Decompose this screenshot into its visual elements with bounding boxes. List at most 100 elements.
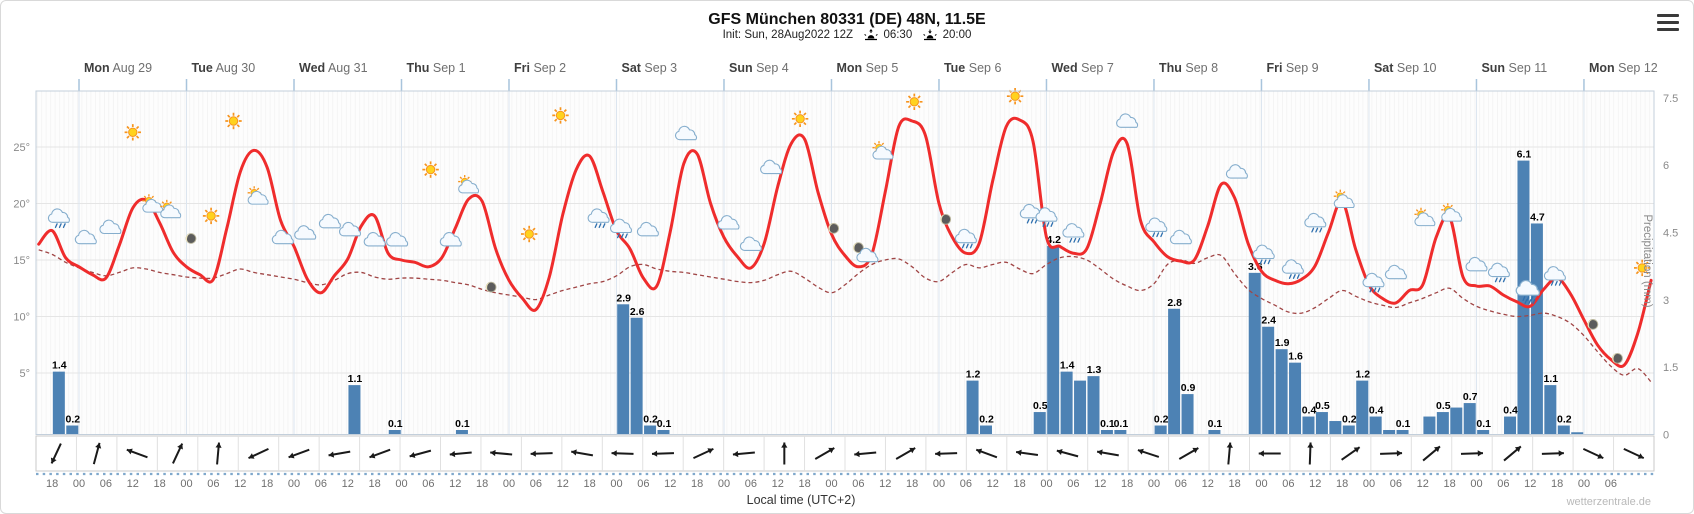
precip-bar <box>1315 412 1328 435</box>
precipitation-axis-label: Precipitation (mm) <box>1641 214 1653 308</box>
hour-label: 12 <box>664 478 676 490</box>
cloud-shape <box>458 179 480 194</box>
day-label: Tue Aug 30 <box>192 61 256 75</box>
rain-drop <box>1267 259 1271 265</box>
cloud-icon <box>739 236 762 251</box>
hour-label: 12 <box>449 478 461 490</box>
hour-label: 12 <box>879 478 891 490</box>
rain-drop <box>1311 227 1315 233</box>
precip-bar-label: 1.1 <box>348 373 363 385</box>
hour-label: 12 <box>342 478 354 490</box>
cloud-shape <box>142 198 164 213</box>
cloud-shape <box>1035 207 1058 222</box>
rain-drop <box>1259 259 1263 265</box>
rain-drop <box>616 233 620 239</box>
precip-bar-label: 0.2 <box>65 414 80 426</box>
cloud-shape <box>1225 164 1248 179</box>
hour-label: 00 <box>288 478 300 490</box>
wind-arrow <box>611 450 634 457</box>
wind-arrow <box>1178 447 1199 460</box>
cloud-shape <box>1384 264 1407 280</box>
wind-arrow <box>935 450 958 457</box>
wind-arrow <box>50 443 62 464</box>
temp-tick-label: 20° <box>13 199 30 211</box>
cloud-shape <box>363 232 386 247</box>
wind-arrow <box>814 447 835 460</box>
rain-icon <box>47 208 70 229</box>
cloud-shape <box>247 190 269 205</box>
init-text: Init: Sun, 28Aug2022 12Z <box>722 29 854 41</box>
hour-label: 00 <box>933 478 945 490</box>
suncloud-icon <box>1414 207 1436 227</box>
precip-bar <box>1450 407 1463 435</box>
precip-bar <box>455 430 468 435</box>
rain-icon <box>587 208 610 229</box>
rain-drop <box>1030 218 1034 224</box>
day-label: Sun Sep 11 <box>1481 61 1547 75</box>
hour-label: 06 <box>1605 478 1617 490</box>
precip-bar-label: 0.9 <box>1181 382 1196 394</box>
cloud-shape <box>1145 217 1168 232</box>
precip-bar-label: 1.2 <box>966 369 981 381</box>
precip-bar-label: 0.5 <box>1436 400 1451 412</box>
wind-arrow <box>651 450 675 457</box>
precip-bar <box>388 430 401 435</box>
cloud-icon <box>318 213 341 229</box>
wind-arrow <box>1422 445 1441 462</box>
rain-drop <box>1494 277 1498 283</box>
cloud-icon <box>439 232 462 247</box>
rain-drop <box>1319 227 1323 233</box>
rain-drop <box>1502 277 1506 283</box>
cloud-shape <box>856 247 879 263</box>
day-label: Wed Aug 31 <box>299 61 368 75</box>
rain-drop <box>62 223 66 229</box>
menu-icon[interactable] <box>1657 14 1679 32</box>
precip-bar <box>1356 380 1369 435</box>
cloud-shape <box>1116 113 1139 128</box>
precip-bar <box>1383 430 1396 435</box>
rain-drop <box>1373 287 1377 293</box>
hour-label: 00 <box>825 478 837 490</box>
hour-label: 06 <box>422 478 434 490</box>
hour-label: 18 <box>1443 478 1455 490</box>
cloud-icon <box>338 221 361 237</box>
day-label: Mon Sep 12 <box>1589 61 1658 75</box>
precip-bar <box>1114 430 1127 435</box>
moon-icon <box>185 233 197 244</box>
rain-drop <box>1369 287 1373 293</box>
cloud-shape <box>760 159 783 175</box>
precip-bar <box>1275 349 1288 435</box>
rain-drop <box>1160 232 1164 238</box>
hour-label: 00 <box>1040 478 1052 490</box>
cloud-shape <box>1543 266 1566 281</box>
cloud-icon <box>1169 229 1192 245</box>
hour-label: 06 <box>530 478 542 490</box>
precip-tick-label: 7.5 <box>1663 93 1678 105</box>
wind-arrow <box>92 442 102 465</box>
hour-label: 00 <box>503 478 515 490</box>
precip-bar-label: 1.4 <box>1060 360 1075 372</box>
hour-label: 12 <box>1094 478 1106 490</box>
precip-bar <box>1463 403 1476 435</box>
wind-arrow <box>248 447 269 460</box>
rain-drop <box>54 223 58 229</box>
cloud-icon <box>856 247 879 263</box>
precip-bar <box>630 317 643 435</box>
sun-shape <box>202 207 220 225</box>
rain-drop <box>620 233 624 239</box>
dewpoint-line <box>38 249 1652 383</box>
cloud-shape <box>74 229 97 245</box>
wind-arrow <box>895 447 916 460</box>
cloud-icon <box>1384 264 1407 280</box>
precip-bar-label: 0.4 <box>1369 405 1384 417</box>
rain-drop <box>602 223 606 229</box>
precip-bar-label: 0.1 <box>1114 418 1129 430</box>
cloud-shape <box>1333 194 1355 209</box>
precip-bar-label: 6.1 <box>1517 149 1532 161</box>
sun-icon <box>202 207 220 225</box>
precip-bar <box>1504 416 1517 435</box>
cloud-shape <box>1169 229 1192 245</box>
precip-bar <box>1033 412 1046 435</box>
sun-shape <box>1633 259 1651 277</box>
